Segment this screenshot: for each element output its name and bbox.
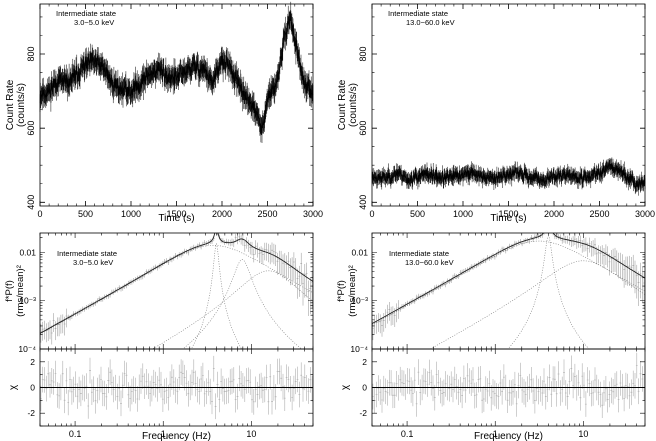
x-tick-label: 10 (246, 429, 256, 439)
residual-y-tick-label: 2 (362, 357, 367, 367)
y-axis-label: f*P(f) (4, 280, 15, 302)
y-tick-label: 0.01 (351, 247, 368, 257)
x-tick-label: 0.1 (69, 429, 82, 439)
light-curve-line (39, 10, 314, 135)
pds-plot-area (372, 233, 645, 349)
annotation-band: 13.0−60.0 keV (406, 18, 455, 27)
residual-y-tick-label: 0 (362, 383, 367, 393)
x-tick-label: 1000 (453, 209, 473, 219)
y-tick-label: 600 (358, 121, 368, 136)
res-hard-panel: 0.1 1 10 Frequency (Hz) -2 0 2 χ (340, 348, 646, 441)
x-tick-label: 1500 (498, 209, 518, 219)
x-tick-label: 1000 (121, 209, 141, 219)
y-axis-label: f*P(f) (336, 280, 347, 302)
x-tick-label: 3000 (635, 209, 655, 219)
residual-y-axis-label: χ (340, 384, 351, 390)
pds-plot-area (40, 233, 313, 349)
y-tick-label: 0.01 (19, 247, 36, 257)
x-tick-label: 0.1 (401, 429, 414, 439)
lc-soft-panel: 0 500 1000 1500 2000 2500 3000 400 600 800 Interme… (5, 1, 323, 224)
annotation-band: 13.0−60.0 keV (405, 258, 454, 267)
model-total (40, 233, 313, 334)
y-axis-label: Count Rate (337, 79, 348, 130)
residual-points (372, 352, 645, 418)
model-component-broad-hump (151, 270, 313, 349)
x-tick-label: 1500 (166, 209, 186, 219)
x-axis-label: Frequency (Hz) (142, 431, 211, 441)
residual-y-axis-label: χ (8, 384, 19, 390)
model-component-harmonic (182, 259, 302, 349)
annotation-state: Intermediate state (389, 249, 449, 258)
annotation-state: Intermediate state (56, 9, 116, 18)
y-tick-label: 400 (26, 195, 36, 210)
x-tick-label: 0 (369, 209, 374, 219)
y-axis-label-units: (rms/mean)² (347, 265, 358, 317)
annotation-band: 3.0−5.0 keV (73, 258, 113, 267)
y-axis-label-units: (counts/s) (348, 83, 359, 127)
residual-points (40, 355, 313, 420)
residual-y-tick-label: 0 (30, 383, 35, 393)
x-tick-label: 1 (161, 429, 166, 439)
residual-y-tick-label: -2 (27, 408, 35, 418)
annotation-band: 3.0−5.0 keV (74, 18, 114, 27)
lc-hard-panel: 0 500 1000 1500 2000 2500 3000 400 600 800 Interme… (337, 3, 655, 224)
x-tick-label: 1 (493, 429, 498, 439)
x-tick-label: 500 (410, 209, 425, 219)
x-tick-label: 10 (578, 429, 588, 439)
light-curve-line (371, 162, 646, 191)
y-tick-label: 10⁻³ (19, 296, 36, 306)
x-tick-label: 2000 (212, 209, 232, 219)
y-axis-label-units: (counts/s) (16, 83, 27, 127)
annotation-state: Intermediate state (388, 9, 448, 18)
y-axis-label: Count Rate (5, 79, 16, 130)
x-axis-label: Time (s) (158, 213, 194, 224)
y-axis-label-units: (rms/mean)² (15, 265, 26, 317)
y-tick-label: 800 (358, 47, 368, 62)
y-tick-label: 10⁻³ (351, 296, 368, 306)
y-tick-label: 600 (26, 121, 36, 136)
model-component-broad-hump (429, 260, 645, 349)
model-total (372, 233, 645, 324)
res-soft-panel: 0.1 1 10 Frequency (Hz) -2 0 2 χ (8, 348, 314, 441)
residual-y-tick-label: -2 (359, 408, 367, 418)
x-tick-label: 0 (37, 209, 42, 219)
x-axis-label: Time (s) (490, 213, 526, 224)
pds-data-points (372, 233, 645, 341)
x-tick-label: 500 (78, 209, 93, 219)
x-tick-label: 2500 (257, 209, 277, 219)
x-tick-label: 3000 (303, 209, 323, 219)
annotation-state: Intermediate state (57, 249, 117, 258)
residual-y-tick-label: 2 (30, 357, 35, 367)
x-tick-label: 2500 (589, 209, 609, 219)
y-tick-label: 800 (26, 47, 36, 62)
x-axis-label: Frequency (Hz) (474, 431, 543, 441)
y-tick-label: 400 (358, 195, 368, 210)
pds-data-points (40, 233, 313, 345)
x-tick-label: 2000 (544, 209, 564, 219)
y-tick-label: 10⁻⁴ (350, 344, 368, 354)
plot-frame (39, 3, 314, 207)
y-tick-label: 10⁻⁴ (18, 344, 36, 354)
